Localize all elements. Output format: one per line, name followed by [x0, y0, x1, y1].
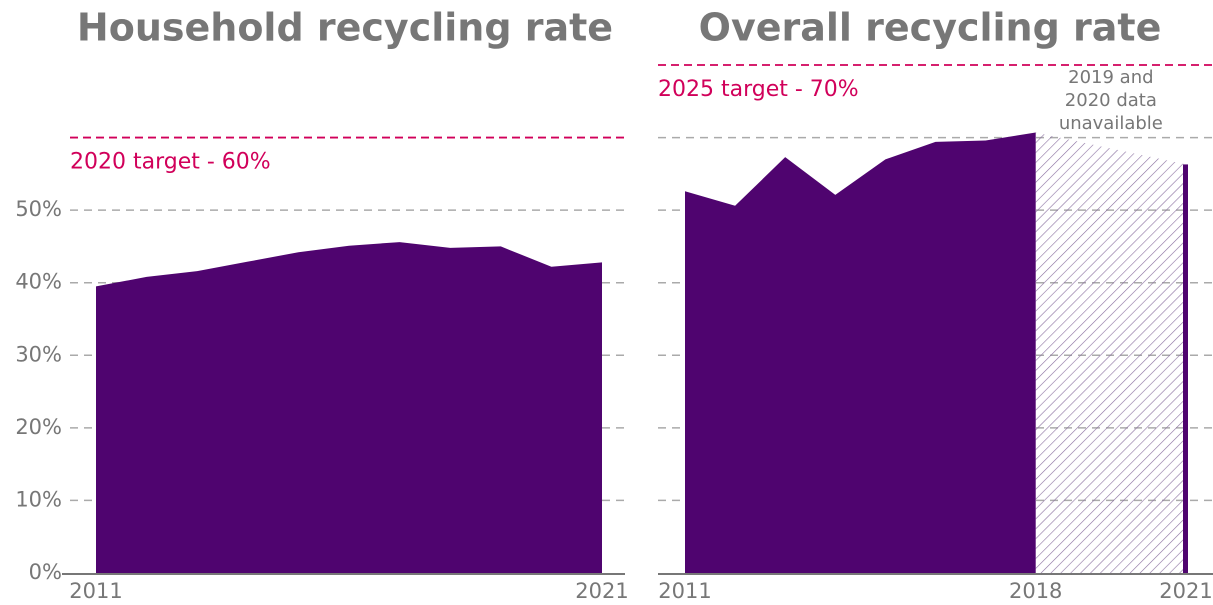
y-tick-label: 40% [15, 270, 62, 294]
y-tick-label: 10% [15, 487, 62, 511]
x-tick-label: 2021 [1159, 579, 1212, 603]
area [685, 132, 1036, 573]
unavailable-hatch [1035, 132, 1186, 573]
x-tick-label: 2011 [69, 579, 122, 603]
x-tick-label: 2021 [575, 579, 628, 603]
gap-note: 2020 data [1065, 90, 1157, 111]
x-tick-label: 2011 [658, 579, 711, 603]
area-bar [1183, 164, 1188, 573]
y-tick-label: 20% [15, 415, 62, 439]
gap-note: 2019 and [1068, 67, 1153, 88]
chart-title: Overall recycling rate [699, 6, 1162, 50]
x-tick-label: 2018 [1009, 579, 1062, 603]
area [96, 242, 602, 573]
target-label: 2025 target - 70% [658, 77, 859, 102]
chart-title: Household recycling rate [77, 6, 613, 50]
y-tick-label: 30% [15, 342, 62, 366]
y-tick-label: 50% [15, 197, 62, 221]
y-tick-label: 0% [29, 560, 62, 584]
gap-note: unavailable [1059, 113, 1163, 134]
target-label: 2020 target - 60% [70, 150, 271, 175]
